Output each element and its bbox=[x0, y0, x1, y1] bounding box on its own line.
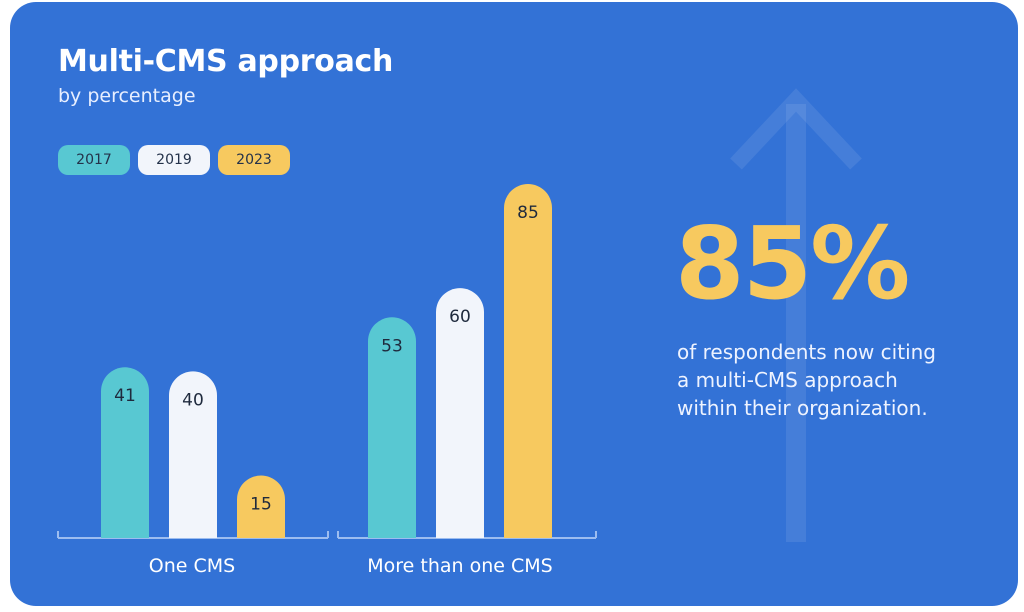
caption-line: a multi-CMS approach bbox=[677, 368, 898, 392]
chart-title: Multi-CMS approach bbox=[58, 44, 394, 79]
bar-2019-0: 40 bbox=[169, 371, 217, 538]
bar-2023-1: 85 bbox=[504, 184, 552, 538]
legend-chip-2017: 2017 bbox=[58, 145, 130, 175]
bars: 41 40 15 53 60 85 bbox=[101, 184, 552, 538]
legend-chip-2023: 2023 bbox=[218, 145, 290, 175]
bar-2017-1: 53 bbox=[368, 317, 416, 538]
caption-line: within their organization. bbox=[677, 396, 928, 420]
bar-value-label: 85 bbox=[517, 203, 539, 223]
bar-value-label: 60 bbox=[449, 307, 471, 327]
bar-value-label: 41 bbox=[114, 386, 136, 406]
bar-2017-0: 41 bbox=[101, 367, 149, 538]
up-arrow-icon bbox=[730, 88, 862, 542]
category-labels: One CMS More than one CMS bbox=[149, 555, 553, 577]
highlight-caption: of respondents now citing a multi-CMS ap… bbox=[677, 338, 977, 422]
bar-2023-0: 15 bbox=[237, 475, 285, 538]
bar-chart: 41 40 15 53 60 85 One CMS More than one CMS bbox=[57, 88, 862, 577]
legend-chip-2019: 2019 bbox=[138, 145, 210, 175]
bar-2019-1: 60 bbox=[436, 288, 484, 538]
bar-value-label: 40 bbox=[182, 390, 204, 410]
chart-subtitle: by percentage bbox=[58, 85, 196, 107]
bar-value-label: 15 bbox=[250, 495, 272, 515]
category-label: One CMS bbox=[149, 555, 235, 577]
caption-line: of respondents now citing bbox=[677, 340, 936, 364]
bar-value-label: 53 bbox=[381, 336, 403, 356]
highlight-value: 85% bbox=[675, 205, 910, 322]
category-label: More than one CMS bbox=[367, 555, 552, 577]
chart-card: Multi-CMS approach by percentage 2017 20… bbox=[10, 2, 1018, 606]
